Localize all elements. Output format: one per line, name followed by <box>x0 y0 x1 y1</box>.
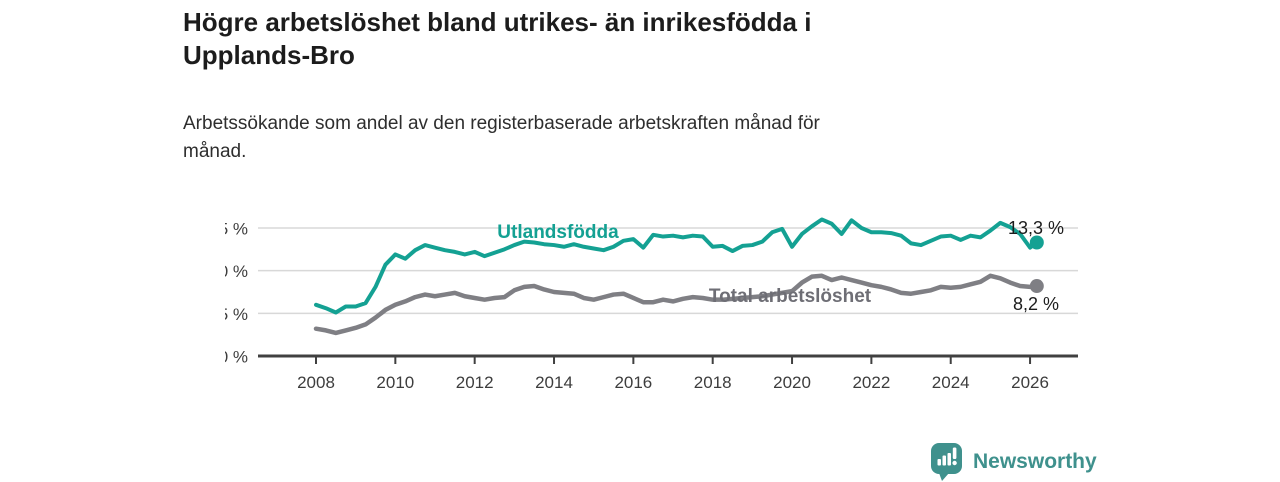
series-end-dot-total-arbetsloshet <box>1029 279 1044 294</box>
y-axis-tick-label: 5 % <box>225 305 248 324</box>
chart-canvas: 0 % 5 % 10 % 15 % 2008 2010 2012 2014 2016 2018 20… <box>209 217 1078 392</box>
end-value-label-total-arbetsloshet: 8,2 % <box>1013 294 1059 314</box>
end-value-label-utlandsfodda: 13,3 % <box>1008 218 1064 238</box>
y-axis-tick-label: 10 % <box>225 262 248 281</box>
line-chart: 0 % 5 % 10 % 15 % 2008 2010 2012 2014 2016 2018 20… <box>209 190 1095 405</box>
chart-subtitle-line-1: Arbetssökande som andel av den registerb… <box>183 113 820 134</box>
series-label-total-arbetsloshet: Total arbetslöshet <box>709 286 872 307</box>
series-end-dot-utlandsfodda <box>1029 235 1044 250</box>
x-axis-tick-label: 2016 <box>614 373 652 392</box>
series-label-utlandsfodda: Utlandsfödda <box>497 222 619 243</box>
x-axis-tick-label: 2026 <box>1011 373 1049 392</box>
x-axis-tick-label: 2010 <box>376 373 414 392</box>
x-axis-tick-label: 2024 <box>932 373 970 392</box>
page-title-line-1: Högre arbetslöshet bland utrikes- än inr… <box>183 7 812 37</box>
y-axis-tick-label: 15 % <box>225 220 248 239</box>
newsworthy-wordmark: Newsworthy <box>973 450 1097 473</box>
newsworthy-logo[interactable]: Newsworthy <box>930 442 1097 482</box>
x-axis-tick-label: 2020 <box>773 373 811 392</box>
page-title-line-2: Upplands-Bro <box>183 40 355 70</box>
series-line-utlandsfodda <box>314 217 1039 315</box>
newsworthy-bar-chart-speech-bubble-icon <box>931 443 962 481</box>
page-title: Högre arbetslöshet bland utrikes- än inr… <box>183 6 811 72</box>
series-line-total-arbetsloshet <box>313 273 1040 336</box>
y-axis-tick-label: 0 % <box>225 348 248 367</box>
x-axis-tick-label: 2012 <box>456 373 494 392</box>
chart-subtitle-line-2: månad. <box>183 141 247 162</box>
chart-plot-area: 0 % 5 % 10 % 15 % 2008 2010 2012 2014 2016 2018 20… <box>209 217 1078 392</box>
x-axis-tick-label: 2018 <box>694 373 732 392</box>
x-axis-tick-label: 2022 <box>852 373 890 392</box>
x-axis-tick-label: 2008 <box>297 373 335 392</box>
chart-subtitle: Arbetssökande som andel av den registerb… <box>183 110 820 166</box>
x-axis-tick-label: 2014 <box>535 373 573 392</box>
